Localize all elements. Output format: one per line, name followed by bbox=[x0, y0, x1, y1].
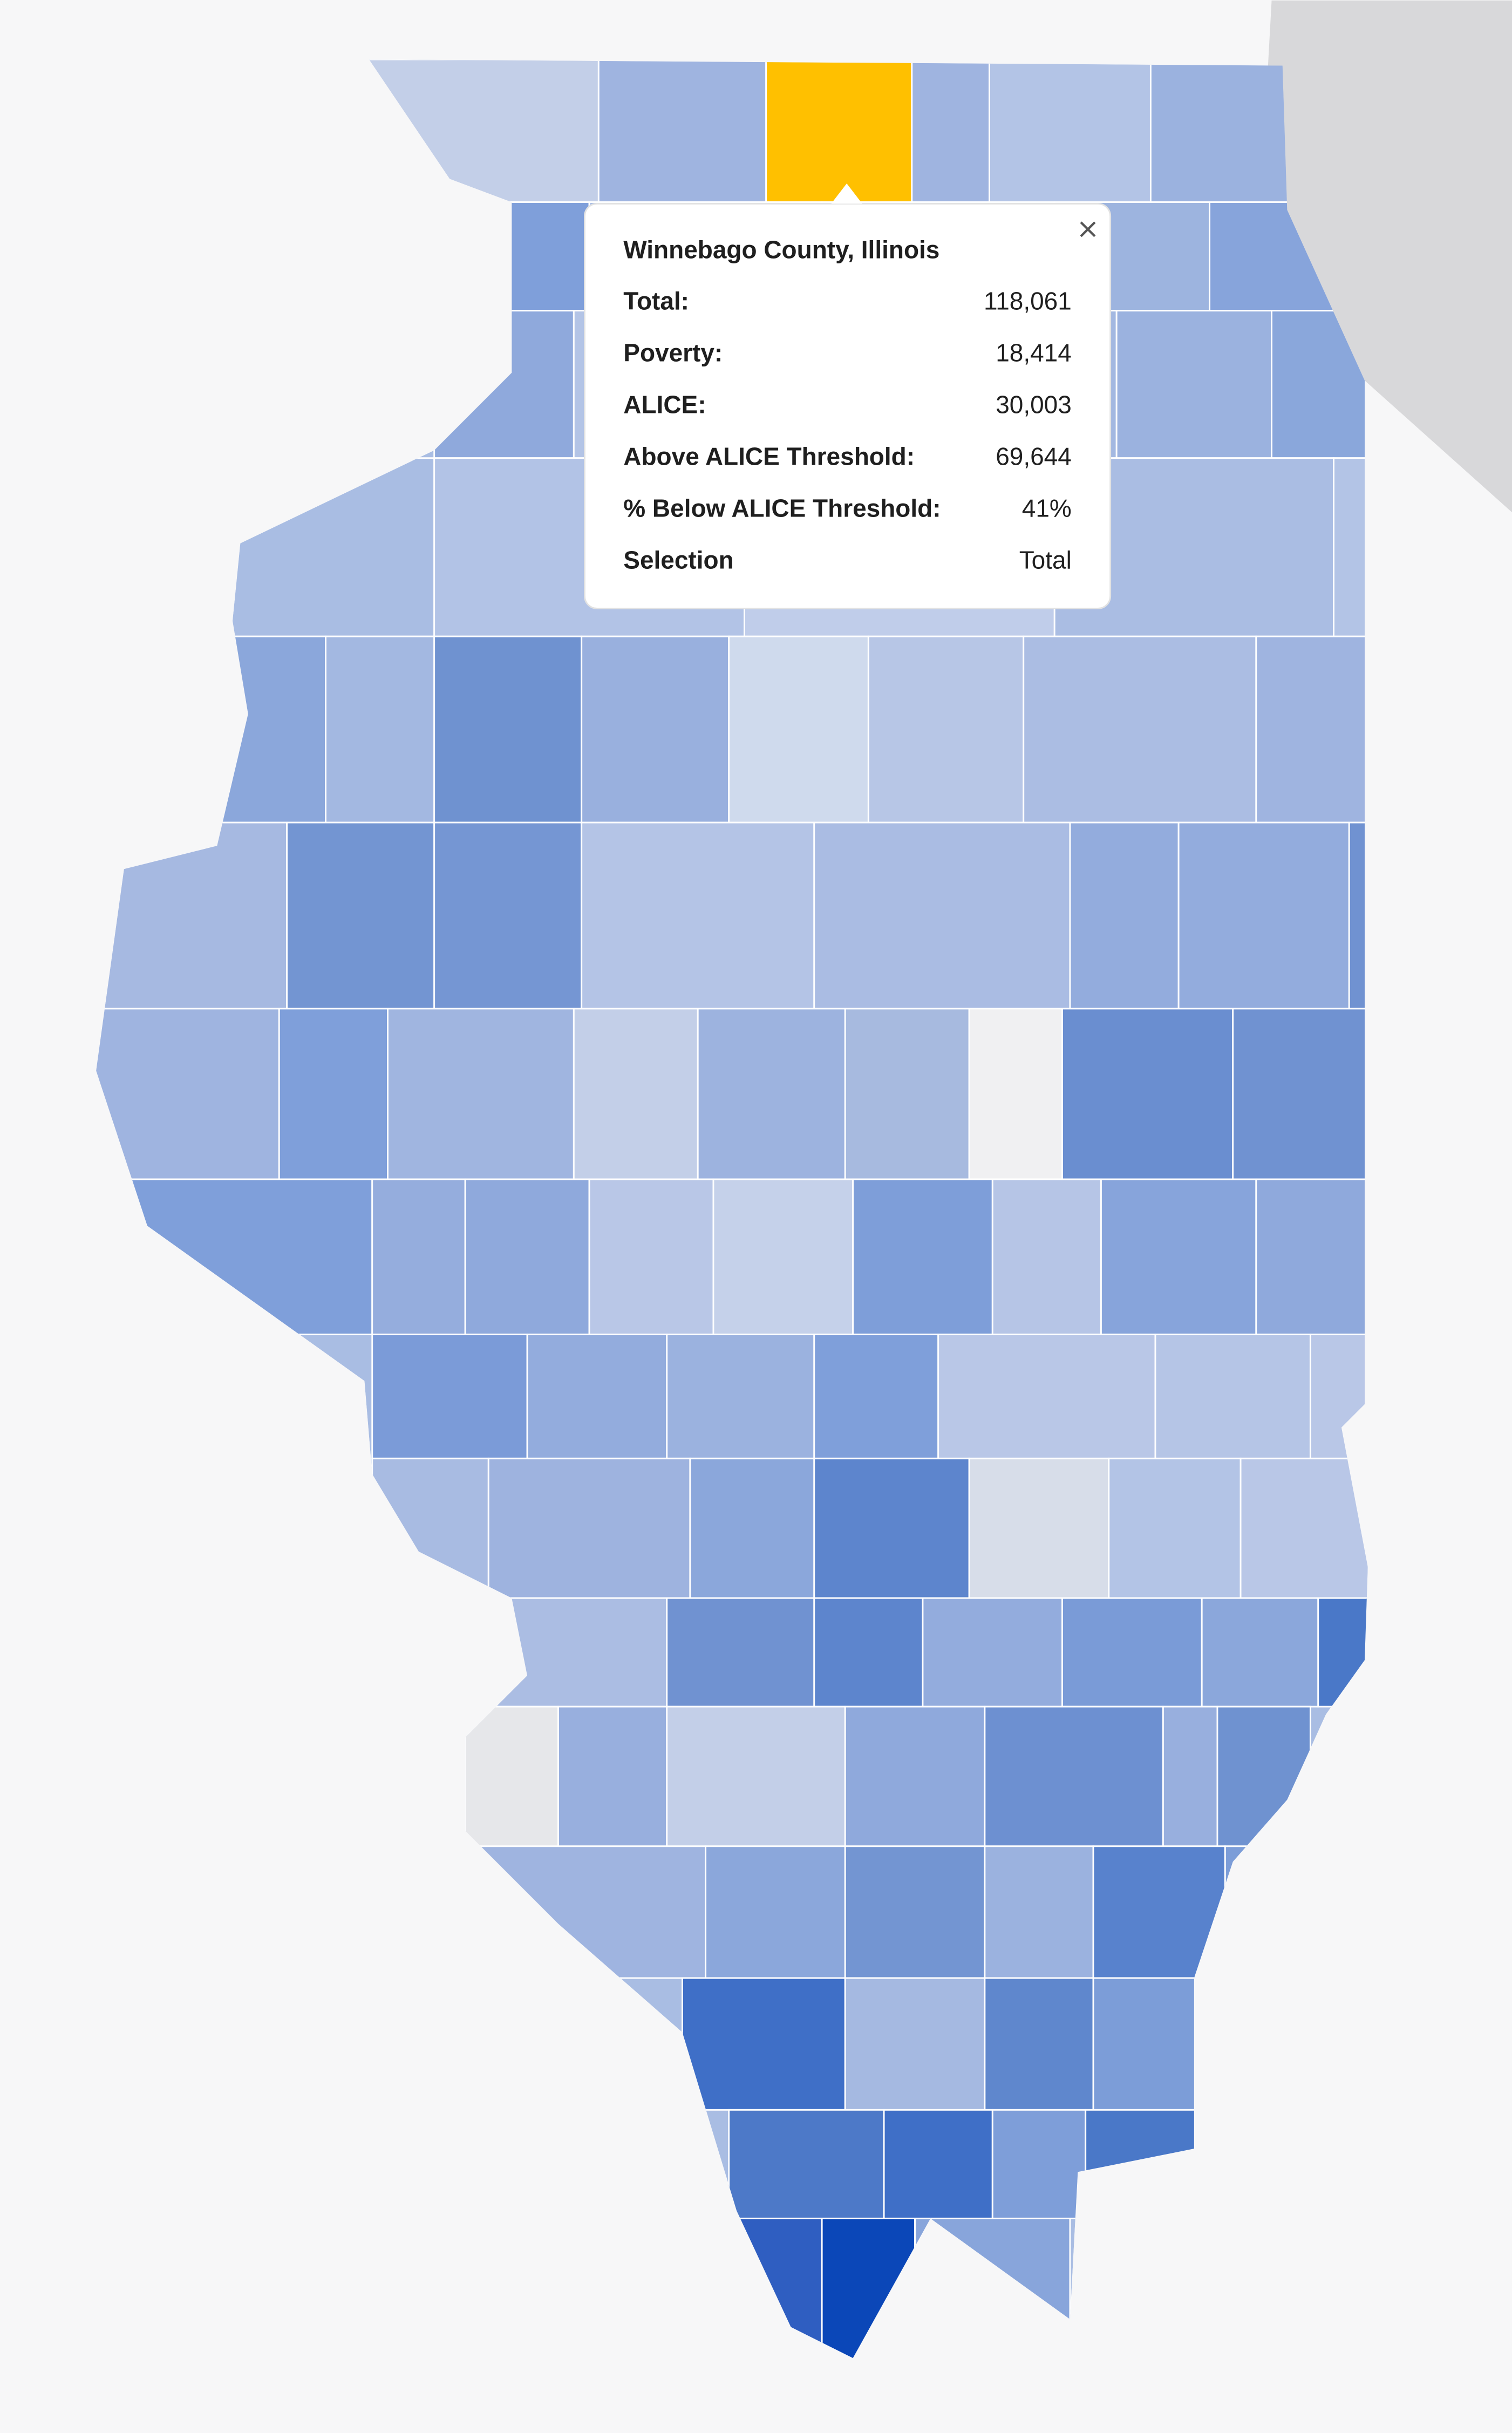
county bbox=[1201, 1597, 1319, 1708]
county bbox=[867, 635, 1025, 824]
county bbox=[325, 635, 435, 824]
county bbox=[984, 1845, 1094, 1979]
tooltip-label: Total: bbox=[623, 287, 689, 315]
county bbox=[464, 1178, 590, 1335]
close-icon[interactable] bbox=[1080, 221, 1096, 237]
county bbox=[588, 1178, 714, 1335]
county bbox=[765, 59, 913, 203]
county bbox=[526, 1333, 668, 1459]
county bbox=[1255, 635, 1368, 824]
county bbox=[1333, 457, 1368, 637]
county bbox=[433, 821, 583, 1010]
tooltip-value: Total bbox=[1019, 546, 1072, 574]
county bbox=[573, 1008, 699, 1180]
tooltip-value: 18,414 bbox=[996, 338, 1072, 366]
county bbox=[984, 1705, 1164, 1847]
tooltip-value: 30,003 bbox=[996, 390, 1072, 418]
county bbox=[813, 1457, 970, 1599]
county bbox=[883, 2109, 993, 2219]
tooltip: Winnebago County, Illinois Total: 118,061… bbox=[584, 184, 1112, 609]
county bbox=[1061, 1008, 1234, 1180]
county bbox=[1255, 1178, 1368, 1335]
county bbox=[1177, 821, 1350, 1010]
county bbox=[705, 1845, 846, 1979]
county bbox=[697, 1008, 846, 1180]
county bbox=[487, 1457, 691, 1599]
close-button[interactable] bbox=[1080, 221, 1096, 237]
county bbox=[666, 1333, 815, 1459]
tooltip-label: Poverty: bbox=[623, 338, 723, 366]
tooltip-label: Above ALICE Threshold: bbox=[623, 442, 915, 470]
county bbox=[728, 635, 869, 824]
county bbox=[597, 59, 767, 203]
county bbox=[1061, 1597, 1203, 1708]
county bbox=[689, 1457, 815, 1599]
county bbox=[1239, 1457, 1368, 1599]
county bbox=[1232, 1008, 1368, 1180]
county bbox=[844, 1845, 986, 1979]
county bbox=[712, 1178, 854, 1335]
county bbox=[581, 635, 730, 824]
county bbox=[968, 1008, 1064, 1180]
county bbox=[911, 59, 990, 203]
county bbox=[1092, 1977, 1203, 2111]
county bbox=[557, 1705, 668, 1847]
county bbox=[1115, 310, 1272, 459]
county bbox=[813, 821, 1071, 1010]
county bbox=[844, 1977, 986, 2111]
tooltip-title: Winnebago County, Illinois bbox=[623, 236, 939, 264]
county bbox=[278, 1008, 389, 1180]
county bbox=[581, 821, 815, 1010]
county bbox=[728, 2109, 885, 2219]
tooltip-label: Selection bbox=[623, 546, 733, 574]
county bbox=[666, 1705, 846, 1847]
county bbox=[813, 1597, 924, 1708]
county bbox=[433, 635, 583, 824]
county bbox=[1069, 821, 1180, 1010]
county bbox=[844, 1008, 970, 1180]
county bbox=[968, 1457, 1110, 1599]
county bbox=[464, 1705, 560, 1847]
tooltip-value: 118,061 bbox=[984, 287, 1072, 315]
county bbox=[371, 1178, 466, 1335]
county bbox=[991, 2109, 1087, 2219]
county bbox=[922, 1597, 1064, 1708]
county bbox=[666, 1597, 815, 1708]
lake-michigan bbox=[1264, 0, 1512, 513]
county bbox=[96, 1008, 280, 1180]
tooltip-value: 69,644 bbox=[996, 442, 1072, 470]
county bbox=[989, 59, 1152, 203]
tooltip-pointer bbox=[831, 184, 862, 204]
tooltip-label: % Below ALICE Threshold: bbox=[623, 494, 941, 522]
county bbox=[844, 1705, 986, 1847]
county bbox=[852, 1178, 993, 1335]
county bbox=[991, 1178, 1102, 1335]
county bbox=[1348, 821, 1368, 1010]
tooltip-value: 41% bbox=[1022, 494, 1072, 522]
county bbox=[1162, 1705, 1218, 1847]
county bbox=[1108, 1457, 1242, 1599]
county bbox=[371, 1333, 528, 1459]
county bbox=[813, 1333, 939, 1459]
county bbox=[937, 1333, 1156, 1459]
county bbox=[286, 821, 435, 1010]
county bbox=[1149, 59, 1291, 203]
county bbox=[682, 1977, 846, 2111]
tooltip-label: ALICE: bbox=[623, 390, 706, 418]
county bbox=[984, 1977, 1094, 2111]
county bbox=[1154, 1333, 1311, 1459]
county bbox=[387, 1008, 575, 1180]
county bbox=[495, 1597, 668, 1708]
county bbox=[1023, 635, 1257, 824]
county bbox=[1100, 1178, 1257, 1335]
